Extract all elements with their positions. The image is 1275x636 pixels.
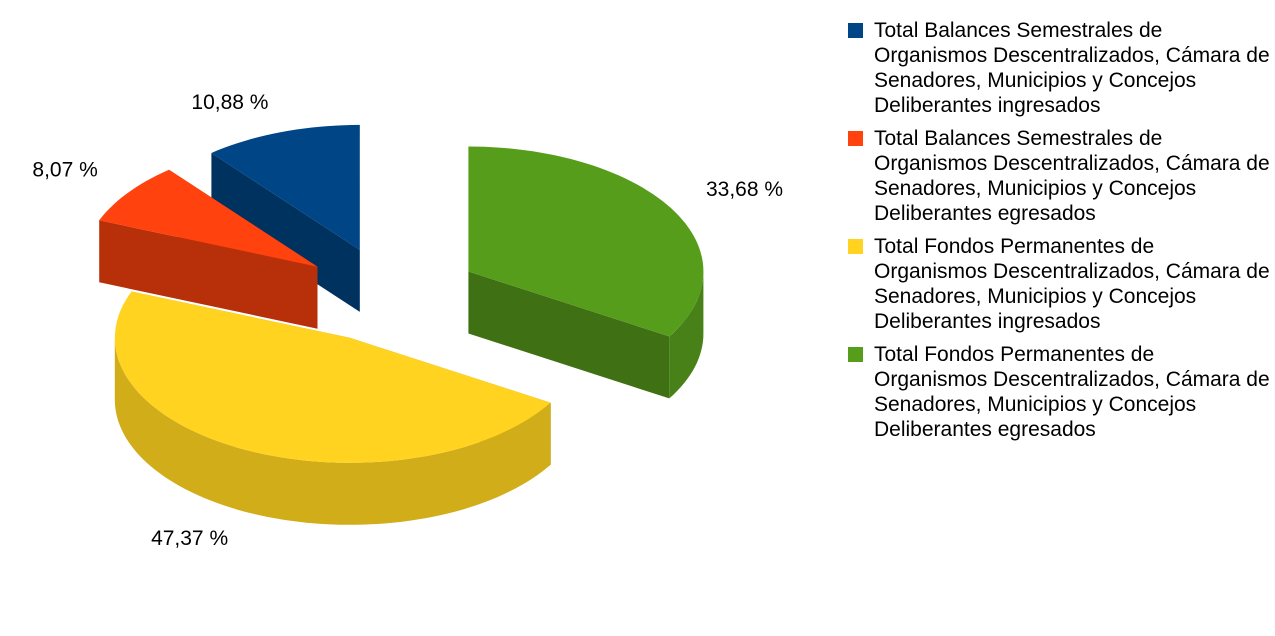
data-label: 10,88 % xyxy=(191,91,268,114)
legend-label: Total Balances Semestrales de Organismos… xyxy=(874,127,1270,225)
legend-label: Total Balances Semestrales de Organismos… xyxy=(874,19,1270,117)
legend-label: Total Fondos Permanentes de Organismos D… xyxy=(874,343,1270,441)
slice xyxy=(211,124,360,250)
legend-item: Total Fondos Permanentes de Organismos D… xyxy=(848,234,1273,334)
slice xyxy=(114,291,551,463)
legend-swatch xyxy=(848,239,863,254)
chart: 10,88 % 8,07 % 47,37 % 33,68 % xyxy=(32,91,783,550)
slice-side xyxy=(211,153,360,312)
slice-side xyxy=(99,220,318,329)
data-label: 33,68 % xyxy=(706,178,783,201)
legend-item: Total Fondos Permanentes de Organismos D… xyxy=(848,342,1273,442)
legend-item: Total Balances Semestrales de Organismos… xyxy=(848,126,1273,226)
data-label: 8,07 % xyxy=(32,158,97,181)
legend-item: Total Balances Semestrales de Organismos… xyxy=(848,18,1273,118)
slice-side xyxy=(468,271,670,399)
slice-wall xyxy=(669,271,704,399)
legend-swatch xyxy=(848,131,863,146)
slice xyxy=(468,146,704,337)
slice xyxy=(99,169,318,267)
data-label: 47,37 % xyxy=(151,527,228,550)
slice-wall xyxy=(114,337,551,525)
legend-swatch xyxy=(848,347,863,362)
legend: Total Balances Semestrales de Organismos… xyxy=(848,18,1273,450)
legend-swatch xyxy=(848,23,863,38)
legend-label: Total Fondos Permanentes de Organismos D… xyxy=(874,235,1270,333)
